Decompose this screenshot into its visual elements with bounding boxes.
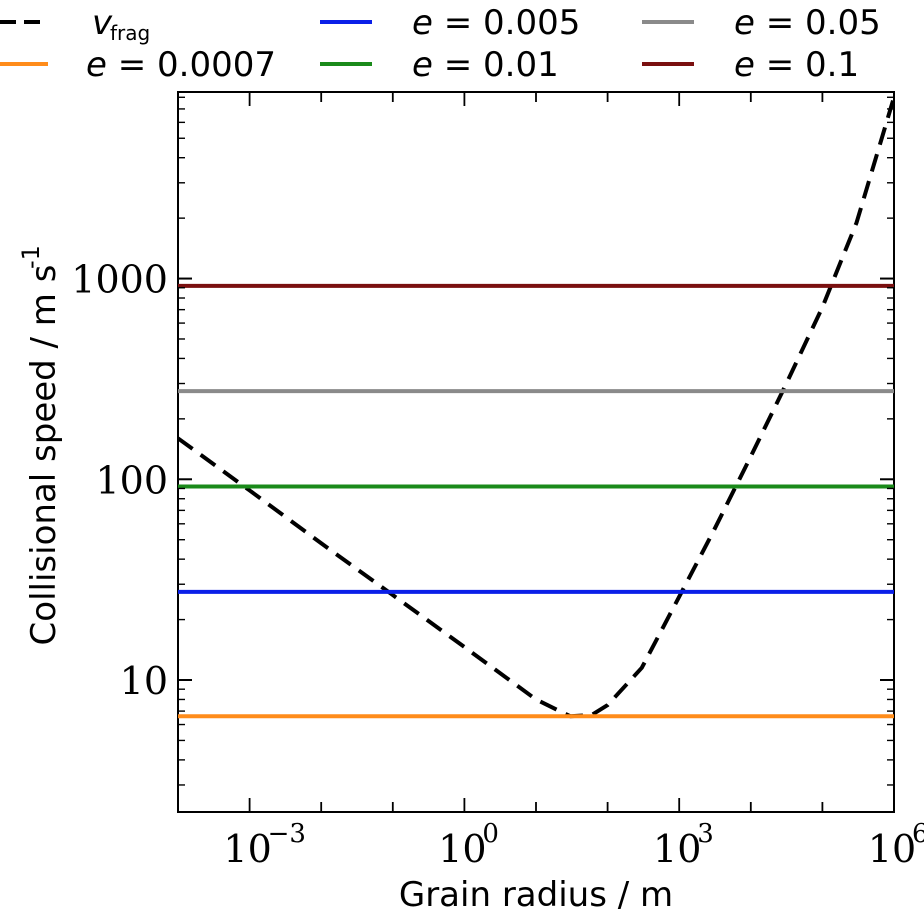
legend-label: e = 0.005 — [412, 3, 580, 43]
legend-label-subscript: frag — [110, 21, 150, 45]
x-tick-base: 10 — [868, 827, 916, 871]
x-tick-label: 106 — [868, 819, 924, 871]
axes-layer — [177, 92, 895, 812]
x-tick-label: 100 — [438, 819, 499, 871]
x-tick-exponent: −3 — [268, 819, 306, 849]
x-tick-exponent: 0 — [482, 819, 499, 849]
y-tick-label: 1000 — [71, 258, 168, 302]
series-line-v-frag — [178, 96, 894, 719]
legend-label: e = 0.0007 — [86, 45, 276, 85]
x-tick-label: 103 — [653, 819, 714, 871]
x-tick-label: 10−3 — [223, 819, 306, 871]
y-axis-label-text: Collisional speed / m s — [24, 265, 64, 646]
x-axis-label: Grain radius / m — [399, 875, 673, 914]
legend-entry: e = 0.01 — [320, 45, 559, 85]
y-tick-label: 100 — [95, 458, 168, 502]
legend-label: e = 0.01 — [412, 45, 559, 85]
legend-entry: e = 0.1 — [642, 45, 859, 85]
legend-label: v — [92, 3, 113, 43]
y-axis-label-superscript: -1 — [17, 245, 45, 269]
x-tick-base: 10 — [223, 827, 271, 871]
legend-label: e = 0.05 — [734, 3, 881, 43]
y-tick-label: 10 — [120, 659, 168, 703]
x-tick-base: 10 — [653, 827, 701, 871]
legend-entry: e = 0.05 — [642, 3, 881, 43]
series-layer — [178, 96, 894, 719]
x-tick-exponent: 3 — [697, 819, 714, 849]
y-axis-label: Collisional speed / m s-1 — [17, 245, 64, 645]
legend-entry: e = 0.0007 — [0, 45, 276, 85]
x-tick-exponent: 6 — [912, 819, 924, 849]
plot-area — [177, 91, 895, 813]
legend-label: e = 0.1 — [734, 45, 859, 85]
x-tick-base: 10 — [438, 827, 486, 871]
legend-entry: e = 0.005 — [320, 3, 580, 43]
plot-frame — [177, 91, 895, 813]
